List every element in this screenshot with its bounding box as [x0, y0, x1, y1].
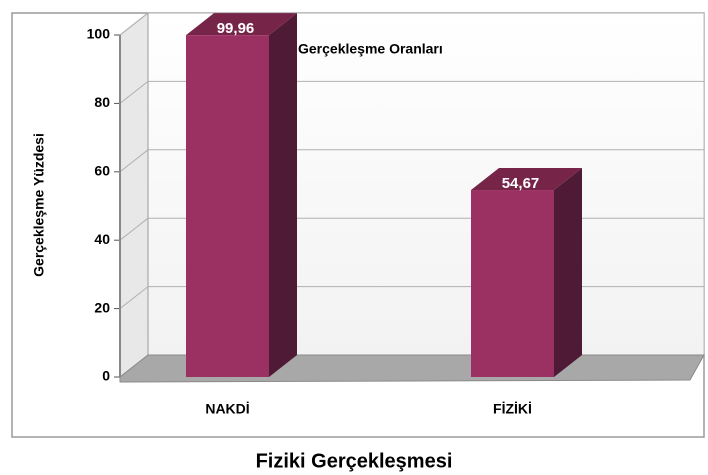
y-tick-label: 20 — [94, 299, 110, 315]
data-label: 54,67 — [502, 175, 540, 192]
bar-top — [471, 168, 582, 191]
bar — [471, 190, 554, 377]
bar-side — [269, 13, 297, 377]
grid-line — [119, 286, 149, 309]
grid-line — [119, 81, 149, 104]
y-tick-label: 80 — [94, 94, 110, 110]
grid-line — [119, 149, 149, 173]
y-axis-label: Gerçekleşme Yüzdesi — [31, 133, 47, 277]
legend-entry: Gerçekleşme Oranları — [298, 41, 443, 57]
bar-top — [186, 13, 297, 36]
y-tick-label: 0 — [102, 368, 110, 384]
y-tick-label: 100 — [87, 26, 111, 42]
bar-side — [554, 168, 582, 377]
grid-line — [119, 12, 149, 36]
chart-title: Fiziki Gerçekleşmesi — [256, 450, 453, 472]
data-label: 99,96 — [217, 20, 255, 37]
x-tick-label: NAKDİ — [205, 401, 249, 417]
y-tick-label: 40 — [94, 231, 110, 247]
grid-line — [119, 217, 149, 241]
x-tick-label: FİZİKİ — [493, 401, 532, 417]
side-wall — [119, 11, 149, 379]
y-tick-label: 60 — [94, 163, 110, 179]
bar — [186, 35, 269, 377]
